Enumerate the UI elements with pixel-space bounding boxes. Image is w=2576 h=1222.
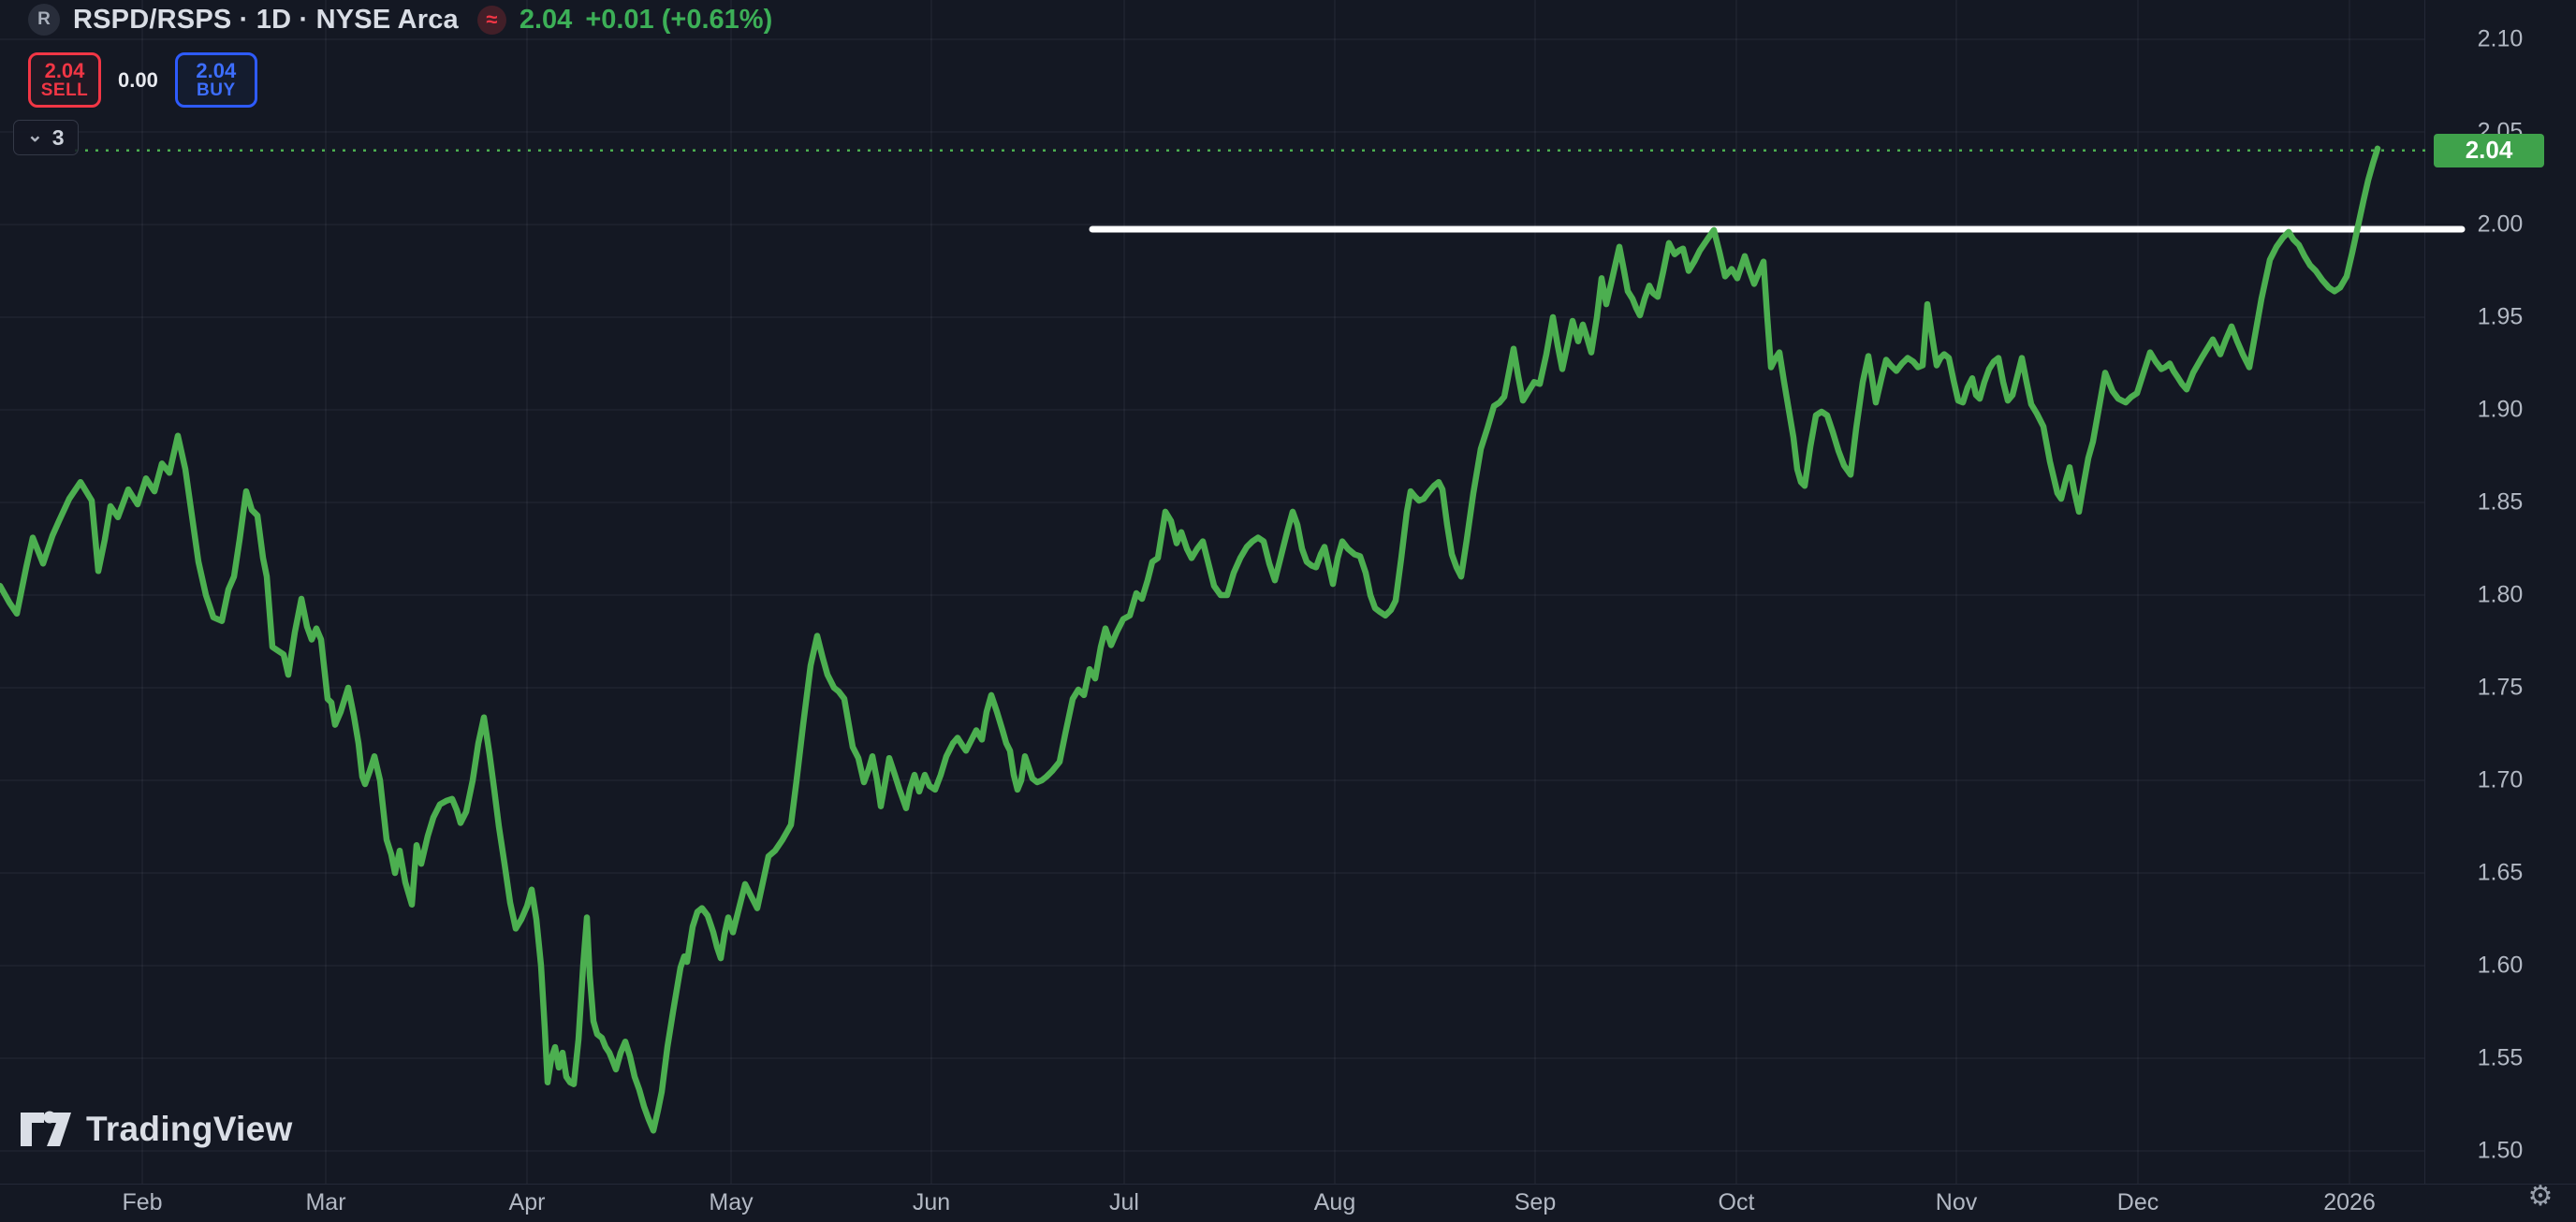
- indicator-count: 3: [51, 124, 65, 150]
- time-axis-label: Jun: [912, 1189, 951, 1215]
- buy-price: 2.04: [196, 58, 237, 82]
- buy-label: BUY: [197, 80, 236, 101]
- chevron-down-icon: ⌄: [27, 124, 43, 146]
- price-line: [0, 145, 2381, 1134]
- horizontal-gridlines: [0, 38, 2424, 1152]
- sell-button[interactable]: 2.04 SELL: [28, 52, 101, 108]
- status-glyph: ≈: [486, 7, 498, 31]
- time-axis-label: Dec: [2116, 1189, 2159, 1215]
- price-axis[interactable]: 2.04 2.10 2.05 2.00 1.95 1.90 1.85 1.80 1.75 1.7…: [2424, 0, 2576, 1184]
- time-axis-label: Apr: [508, 1189, 546, 1215]
- market-status-icon[interactable]: ≈: [476, 5, 506, 35]
- time-axis-label: 2026: [2323, 1189, 2376, 1215]
- price-axis-label: 1.80: [2477, 581, 2524, 608]
- current-price-badge-value: 2.04: [2465, 136, 2513, 165]
- time-axis-label: Jul: [1109, 1189, 1139, 1215]
- gear-glyph: ⚙: [2527, 1180, 2554, 1212]
- symbol-logo-letter: R: [37, 9, 51, 29]
- last-price: 2.04: [519, 4, 573, 35]
- symbol-header: R RSPD/RSPS · 1D · NYSE Arca ≈ 2.04 +0.0…: [28, 4, 772, 36]
- vertical-gridlines: [141, 0, 2350, 1184]
- indicators-collapse-button[interactable]: ⌄ 3: [13, 120, 79, 155]
- price-axis-label: 1.55: [2477, 1044, 2524, 1071]
- price-axis-label: 1.70: [2477, 766, 2524, 793]
- price-axis-label: 1.95: [2477, 303, 2524, 330]
- time-axis[interactable]: Feb Mar Apr May Jun Jul Aug Sep Oct Nov Dec 2026: [0, 1184, 2576, 1222]
- current-price-badge: 2.04: [2434, 133, 2544, 167]
- sell-label: SELL: [40, 80, 89, 101]
- spread-value: 0.00: [118, 67, 158, 92]
- price-change: +0.01 (+0.61%): [585, 4, 773, 35]
- sell-price: 2.04: [44, 58, 85, 82]
- trade-panel: 2.04 SELL 0.00 2.04 BUY: [28, 52, 257, 108]
- timezone-settings-gear-icon[interactable]: ⚙: [2522, 1177, 2559, 1215]
- tradingview-brand-text: TradingView: [86, 1110, 293, 1148]
- price-axis-label: 1.75: [2477, 674, 2524, 701]
- time-axis-label: Nov: [1935, 1189, 1978, 1215]
- symbol-logo[interactable]: R: [28, 4, 60, 36]
- buy-button[interactable]: 2.04 BUY: [174, 52, 257, 108]
- time-axis-label: Aug: [1313, 1189, 1356, 1215]
- price-axis-label: 1.65: [2477, 859, 2524, 886]
- time-axis-label: May: [709, 1189, 754, 1215]
- price-axis-label: 1.60: [2477, 952, 2524, 979]
- time-axis-label: Feb: [122, 1189, 163, 1215]
- price-axis-label: 1.50: [2477, 1137, 2524, 1164]
- price-axis-label: 1.90: [2477, 396, 2524, 423]
- price-axis-label: 1.85: [2477, 488, 2524, 516]
- price-axis-label: 2.00: [2477, 211, 2524, 238]
- tradingview-logo-icon: [21, 1111, 71, 1146]
- time-axis-label: Sep: [1514, 1189, 1557, 1215]
- time-axis-label: Mar: [305, 1189, 346, 1215]
- time-axis-label: Oct: [1718, 1189, 1755, 1215]
- symbol-title[interactable]: RSPD/RSPS · 1D · NYSE Arca: [73, 4, 459, 35]
- price-axis-label: 2.10: [2477, 25, 2524, 52]
- tradingview-watermark: TradingView: [21, 1110, 293, 1149]
